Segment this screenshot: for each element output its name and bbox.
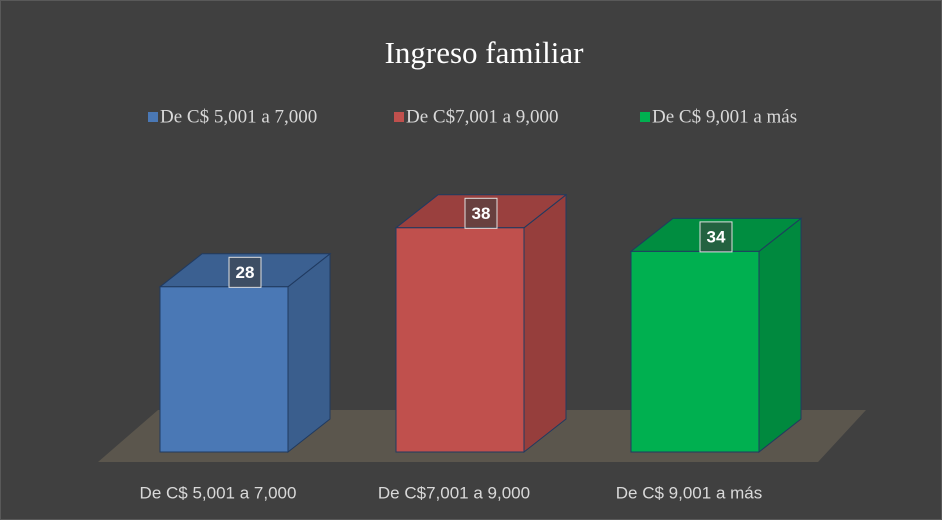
data-label: 34 bbox=[707, 227, 726, 246]
bar bbox=[630, 250, 760, 453]
bar-side bbox=[758, 217, 802, 454]
data-label-box bbox=[228, 256, 262, 288]
bar-side bbox=[523, 193, 567, 454]
data-label: 38 bbox=[472, 204, 491, 223]
legend-label: De C$ 9,001 a más bbox=[652, 106, 797, 127]
x-tick-label: De C$7,001 a 9,000 bbox=[378, 483, 530, 502]
bar bbox=[395, 227, 525, 453]
legend-label: De C$ 5,001 a 7,000 bbox=[160, 106, 317, 127]
data-label-box bbox=[464, 197, 498, 229]
data-label-box bbox=[699, 221, 733, 253]
legend-swatch bbox=[148, 112, 158, 122]
data-label: 28 bbox=[236, 263, 255, 282]
x-tick-label: De C$ 5,001 a 7,000 bbox=[140, 483, 297, 502]
x-tick-label: De C$ 9,001 a más bbox=[616, 483, 762, 502]
legend-swatch bbox=[640, 112, 650, 122]
legend-swatch bbox=[394, 112, 404, 122]
chart-title: Ingreso familiar bbox=[385, 35, 585, 70]
legend-label: De C$7,001 a 9,000 bbox=[406, 106, 559, 127]
bar bbox=[159, 286, 289, 453]
bar-side bbox=[287, 252, 331, 454]
